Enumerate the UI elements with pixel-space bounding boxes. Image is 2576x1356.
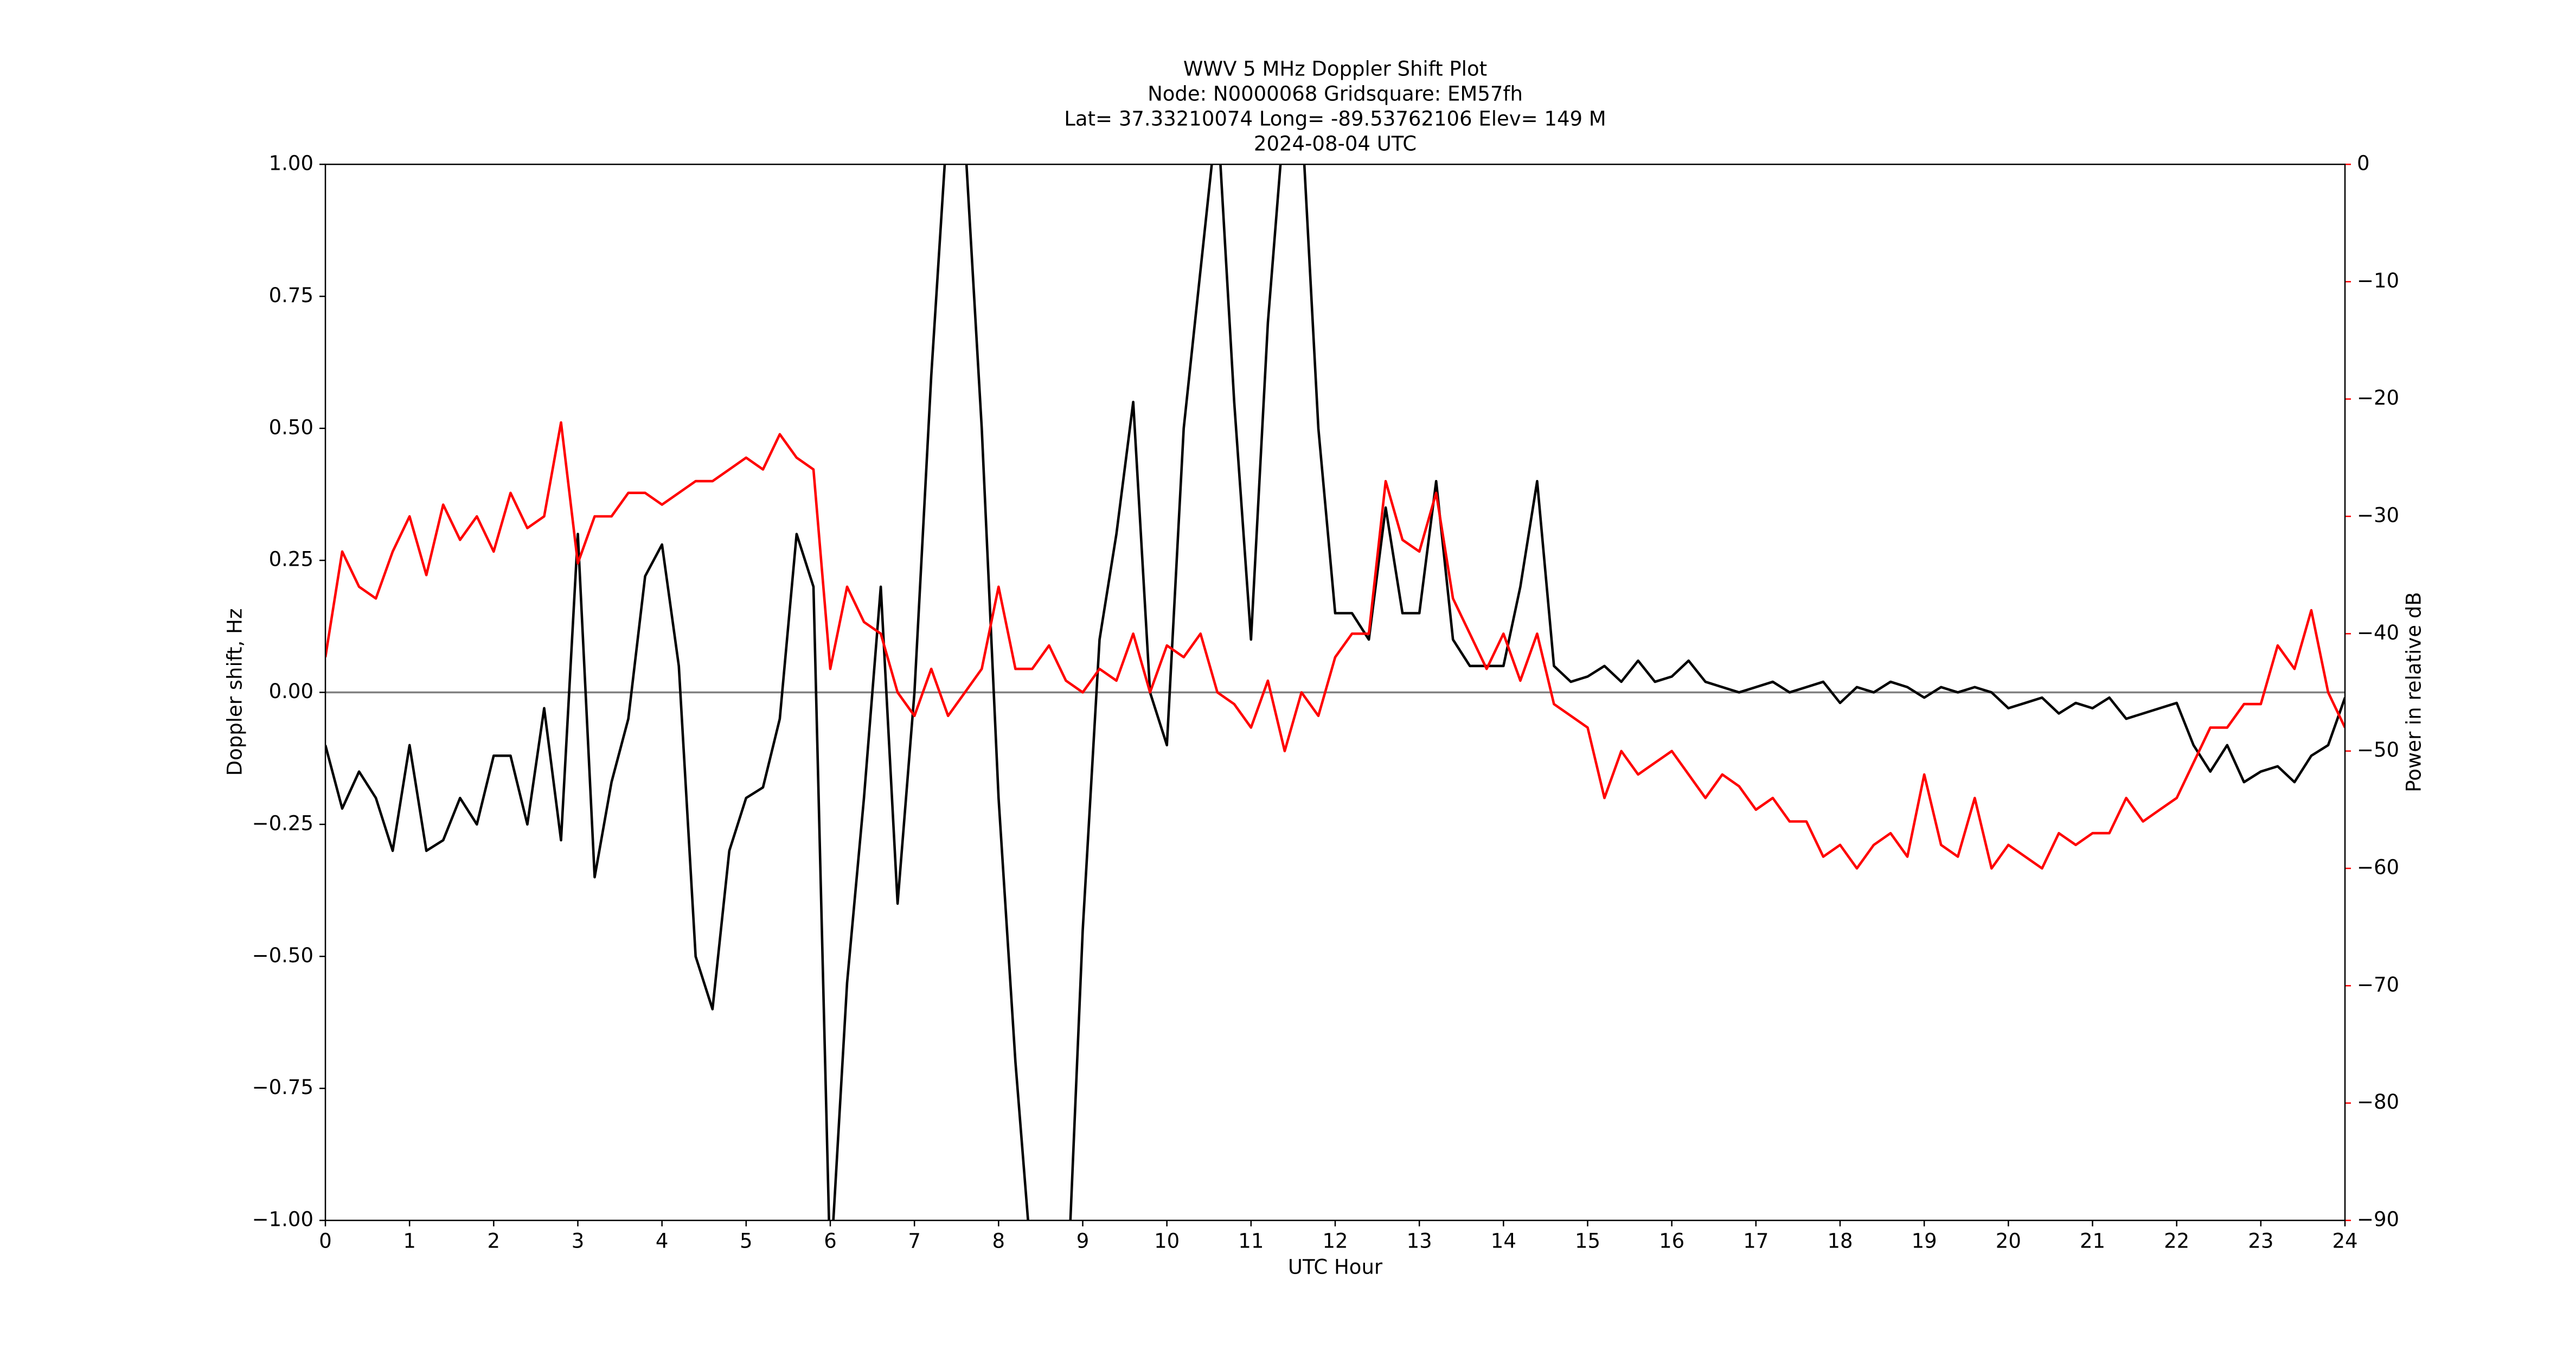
y-tick-label: −0.25: [252, 811, 313, 835]
y2-tick-label: −70: [2357, 973, 2399, 996]
x-tick-label: 22: [2164, 1230, 2189, 1253]
plot-frame: [324, 163, 2346, 1221]
y2-tick-label: −90: [2357, 1208, 2399, 1231]
x-tick-label: 6: [824, 1230, 837, 1253]
series-line: [325, 164, 2345, 1220]
x-tick-label: 4: [656, 1230, 669, 1253]
x-axis-label: UTC Hour: [1288, 1256, 1383, 1279]
y2-tick-label: −40: [2357, 621, 2399, 644]
y-tick-label: 0.75: [269, 284, 313, 307]
x-tick-label: 11: [1238, 1230, 1264, 1253]
y-tick-label: 0.25: [269, 548, 313, 571]
x-tick-label: 18: [1827, 1230, 1853, 1253]
y2-tick-label: −60: [2357, 856, 2399, 879]
y2-tick-label: −80: [2357, 1090, 2399, 1114]
y-tick-label: −0.50: [252, 944, 313, 967]
x-tick-label: 2: [488, 1230, 501, 1253]
x-tick-label: 15: [1575, 1230, 1600, 1253]
x-tick-label: 9: [1076, 1230, 1090, 1253]
y-tick-label: −1.00: [252, 1208, 313, 1231]
y2-tick-label: −10: [2357, 269, 2399, 292]
x-tick-label: 0: [319, 1230, 332, 1253]
x-tick-label: 24: [2332, 1230, 2357, 1253]
x-tick-label: 8: [992, 1230, 1005, 1253]
title-line: Lat= 37.33210074 Long= -89.53762106 Elev…: [1064, 107, 1606, 131]
y2-axis-label: Power in relative dB: [2402, 592, 2426, 792]
x-tick-label: 1: [403, 1230, 416, 1253]
y-tick-label: 0.50: [269, 415, 313, 439]
x-tick-label: 7: [908, 1230, 921, 1253]
y2-tick-label: −30: [2357, 504, 2399, 527]
title-line: WWV 5 MHz Doppler Shift Plot: [1183, 57, 1487, 81]
title-line: Node: N0000068 Gridsquare: EM57fh: [1148, 82, 1523, 106]
y2-tick-label: −20: [2357, 386, 2399, 410]
x-tick-label: 21: [2080, 1230, 2105, 1253]
x-tick-label: 17: [1743, 1230, 1768, 1253]
title-line: 2024-08-04 UTC: [1254, 132, 1417, 156]
x-tick-label: 12: [1322, 1230, 1348, 1253]
y-tick-label: 1.00: [269, 152, 313, 175]
y-axis-label: Doppler shift, Hz: [223, 609, 247, 776]
x-tick-label: 16: [1659, 1230, 1684, 1253]
x-tick-label: 23: [2248, 1230, 2273, 1253]
x-tick-label: 20: [1996, 1230, 2021, 1253]
x-tick-label: 10: [1154, 1230, 1180, 1253]
y-tick-label: 0.00: [269, 680, 313, 703]
x-tick-label: 5: [740, 1230, 753, 1253]
x-tick-label: 19: [1912, 1230, 1937, 1253]
y2-tick-label: 0: [2357, 152, 2370, 175]
y-tick-label: −0.75: [252, 1076, 313, 1099]
y2-tick-label: −50: [2357, 738, 2399, 762]
x-tick-label: 14: [1491, 1230, 1516, 1253]
x-tick-label: 13: [1407, 1230, 1432, 1253]
series-line: [325, 421, 2345, 870]
plot-area: [325, 164, 2345, 1220]
x-tick-label: 3: [572, 1230, 585, 1253]
